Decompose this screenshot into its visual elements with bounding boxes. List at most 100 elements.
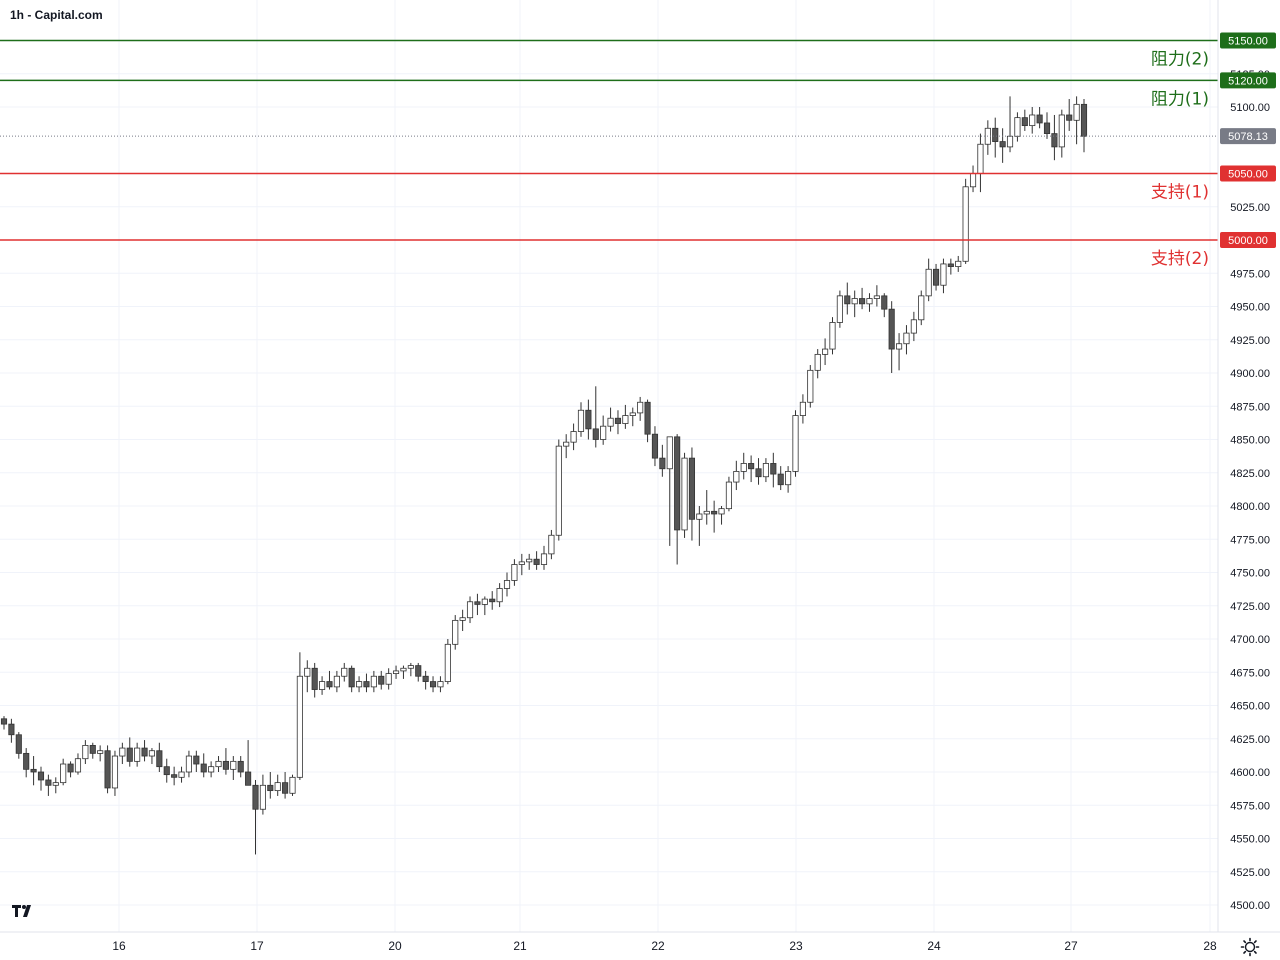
candle	[873, 285, 880, 307]
candle	[134, 742, 141, 767]
candle-body	[267, 784, 274, 792]
candle	[311, 662, 318, 698]
candle-body	[518, 561, 525, 565]
candle-body	[163, 766, 170, 776]
candle	[533, 551, 540, 570]
candle	[15, 732, 22, 759]
y-tick-label: 5025.00	[1230, 202, 1270, 214]
candle-body	[215, 760, 222, 768]
candle	[659, 444, 666, 477]
candle-body	[89, 745, 96, 754]
y-tick-label: 4750.00	[1230, 568, 1270, 580]
candle-body	[429, 681, 437, 688]
y-tick-label: 4550.00	[1230, 834, 1270, 846]
candle	[674, 434, 681, 565]
candle-body	[644, 401, 651, 435]
candle-body	[873, 295, 880, 299]
candle	[1073, 96, 1080, 145]
candle	[644, 399, 651, 443]
gear-icon[interactable]	[1240, 937, 1260, 957]
candle-body	[444, 643, 451, 682]
candle	[267, 772, 274, 799]
candle-body	[1051, 133, 1058, 148]
candle	[940, 258, 947, 294]
candle-body	[97, 750, 104, 754]
level-label: 支持(1)	[1151, 183, 1209, 203]
candle	[577, 402, 585, 437]
candle	[341, 662, 348, 682]
candle	[829, 317, 836, 355]
candle-body	[363, 681, 370, 688]
x-tick-label: 21	[513, 939, 527, 953]
candle	[407, 662, 414, 677]
candle-body	[637, 401, 644, 414]
candle	[607, 407, 614, 432]
y-tick-label: 4525.00	[1230, 867, 1270, 879]
candle	[489, 591, 496, 610]
candle-body	[607, 417, 614, 427]
candle-body	[422, 675, 429, 682]
candle-body	[245, 771, 252, 786]
candle	[629, 407, 636, 427]
candle	[67, 761, 74, 778]
candle	[622, 404, 629, 429]
candle	[896, 333, 903, 371]
candle-body	[259, 784, 266, 810]
candle-body	[30, 768, 37, 773]
candle-body	[770, 463, 777, 475]
candle-body	[659, 457, 666, 470]
candle-body	[600, 425, 607, 440]
level-price-tag: 5120.00	[1220, 72, 1276, 89]
candle-body	[947, 263, 954, 268]
candle	[555, 439, 562, 541]
candle-body	[696, 513, 703, 520]
candle	[866, 293, 873, 312]
candle-body	[208, 766, 215, 773]
candle-body	[563, 441, 570, 447]
y-tick-label: 4850.00	[1230, 435, 1270, 447]
y-tick-label: 4575.00	[1230, 800, 1270, 812]
current-price-tag: 5078.13	[1220, 128, 1276, 145]
candle	[126, 737, 133, 767]
candle-body	[385, 673, 392, 685]
candle	[193, 750, 200, 772]
candle-body	[252, 784, 259, 810]
candle	[444, 639, 451, 685]
candle	[718, 506, 725, 525]
candle	[148, 748, 156, 765]
candle	[1051, 114, 1058, 161]
y-tick-label: 4700.00	[1230, 634, 1270, 646]
candle	[230, 756, 237, 780]
candle-body	[910, 319, 917, 334]
candle-body	[614, 417, 622, 424]
candle	[792, 410, 799, 477]
candle-body	[1043, 122, 1051, 134]
candle	[999, 128, 1006, 163]
candle	[378, 670, 385, 690]
candle-body	[230, 760, 237, 770]
candle-body	[540, 553, 548, 565]
level-price-tag-text: 5050.00	[1228, 169, 1268, 181]
candle-body	[60, 763, 67, 784]
candle	[259, 774, 266, 815]
candle	[585, 399, 592, 440]
candle	[859, 287, 866, 310]
candle	[969, 165, 977, 193]
candle	[614, 410, 622, 435]
x-tick-label: 22	[651, 939, 665, 953]
candle	[282, 772, 289, 799]
candle-body	[526, 558, 533, 563]
candle-body	[881, 295, 888, 310]
candle-body	[725, 481, 732, 510]
candle-body	[955, 260, 962, 267]
candle-body	[1066, 114, 1073, 121]
candle-body	[748, 463, 755, 470]
candle	[807, 365, 814, 408]
candle-body	[185, 755, 192, 773]
level-price-tag-text: 5150.00	[1228, 36, 1268, 48]
level-price-tag-text: 5000.00	[1228, 235, 1268, 247]
candle-body	[977, 143, 984, 174]
candle	[200, 753, 207, 778]
candle	[481, 596, 488, 616]
